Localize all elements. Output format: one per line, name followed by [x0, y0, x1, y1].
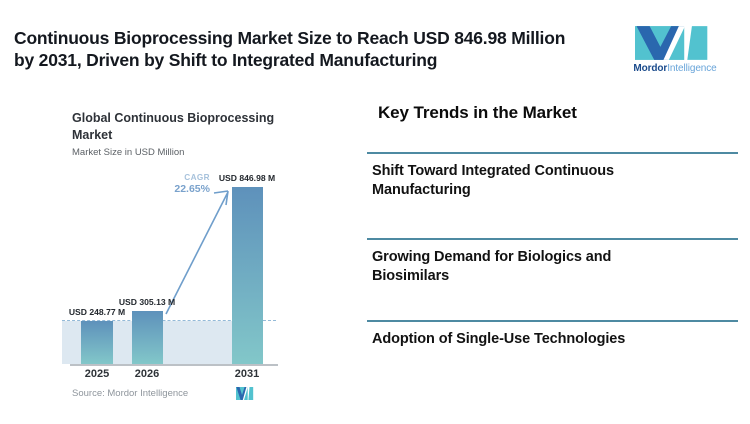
trend-item-2-text: Growing Demand for Biologics and Biosimi… [372, 249, 612, 284]
cagr-annotation: CAGR 22.65% [174, 173, 210, 194]
x-tick-2026: 2026 [134, 368, 160, 380]
trend-item-3: Adoption of Single-Use Technologies [367, 320, 738, 349]
dashed-reference-line [62, 320, 276, 321]
trends-heading: Key Trends in the Market [378, 103, 577, 122]
page-title: Continuous Bioprocessing Market Size to … [14, 27, 614, 71]
chart-title: Global Continuous Bioprocessing Market [72, 110, 292, 144]
chart-title-line1: Global Continuous Bioprocessing [72, 111, 275, 125]
brand-name: MordorIntelligence [613, 63, 737, 74]
page-title-line1: Continuous Bioprocessing Market Size to … [14, 28, 566, 48]
bar-value-label-2031: USD 846.98 M [218, 173, 276, 183]
page-title-line2: by 2031, Driven by Shift to Integrated M… [14, 50, 438, 70]
source-note: Source: Mordor Intelligence [72, 388, 189, 399]
mordor-logo-small-icon [236, 387, 254, 400]
trend-item-1: Shift Toward Integrated Continuous Manuf… [367, 152, 738, 200]
x-tick-2025: 2025 [84, 368, 110, 380]
chart-subtitle: Market Size in USD Million [72, 147, 185, 158]
x-axis-line [70, 364, 278, 366]
cagr-value: 22.65% [174, 182, 210, 195]
bar-value-label-2026: USD 305.13 M [118, 297, 176, 307]
trend-item-3-text: Adoption of Single-Use Technologies [372, 331, 626, 347]
x-tick-2031: 2031 [234, 368, 260, 380]
bar-2026 [131, 311, 163, 364]
brand-name-primary: Mordor [633, 63, 668, 74]
chart-title-line2: Market [72, 128, 113, 142]
brand-logo: MordorIntelligence [613, 26, 737, 74]
bar-2031 [231, 187, 263, 364]
bar-value-label-2025: USD 248.77 M [68, 307, 126, 317]
trend-item-1-text: Shift Toward Integrated Continuous Manuf… [372, 163, 615, 198]
market-chart: Global Continuous Bioprocessing Market M… [60, 100, 316, 410]
plot-area: CAGR 22.65% USD 248.77 M 2025 USD 305.13 M… [60, 100, 316, 410]
bar-2025 [81, 321, 113, 364]
brand-name-secondary: Intelligence [667, 63, 717, 74]
mordor-logo-icon [635, 26, 708, 60]
trend-item-2: Growing Demand for Biologics and Biosimi… [367, 238, 738, 286]
cagr-label: CAGR [184, 173, 210, 182]
